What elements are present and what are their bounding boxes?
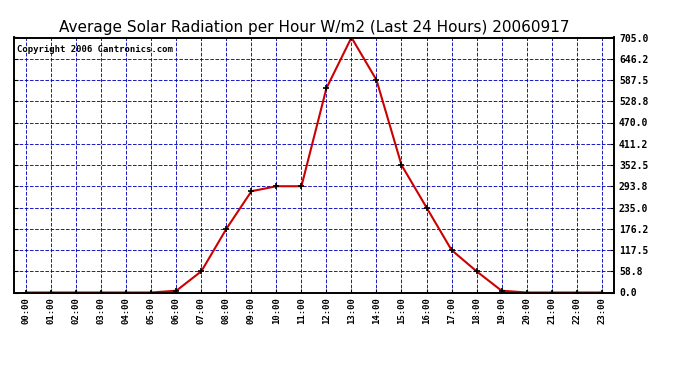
Text: Copyright 2006 Cantronics.com: Copyright 2006 Cantronics.com (17, 45, 172, 54)
Title: Average Solar Radiation per Hour W/m2 (Last 24 Hours) 20060917: Average Solar Radiation per Hour W/m2 (L… (59, 20, 569, 35)
